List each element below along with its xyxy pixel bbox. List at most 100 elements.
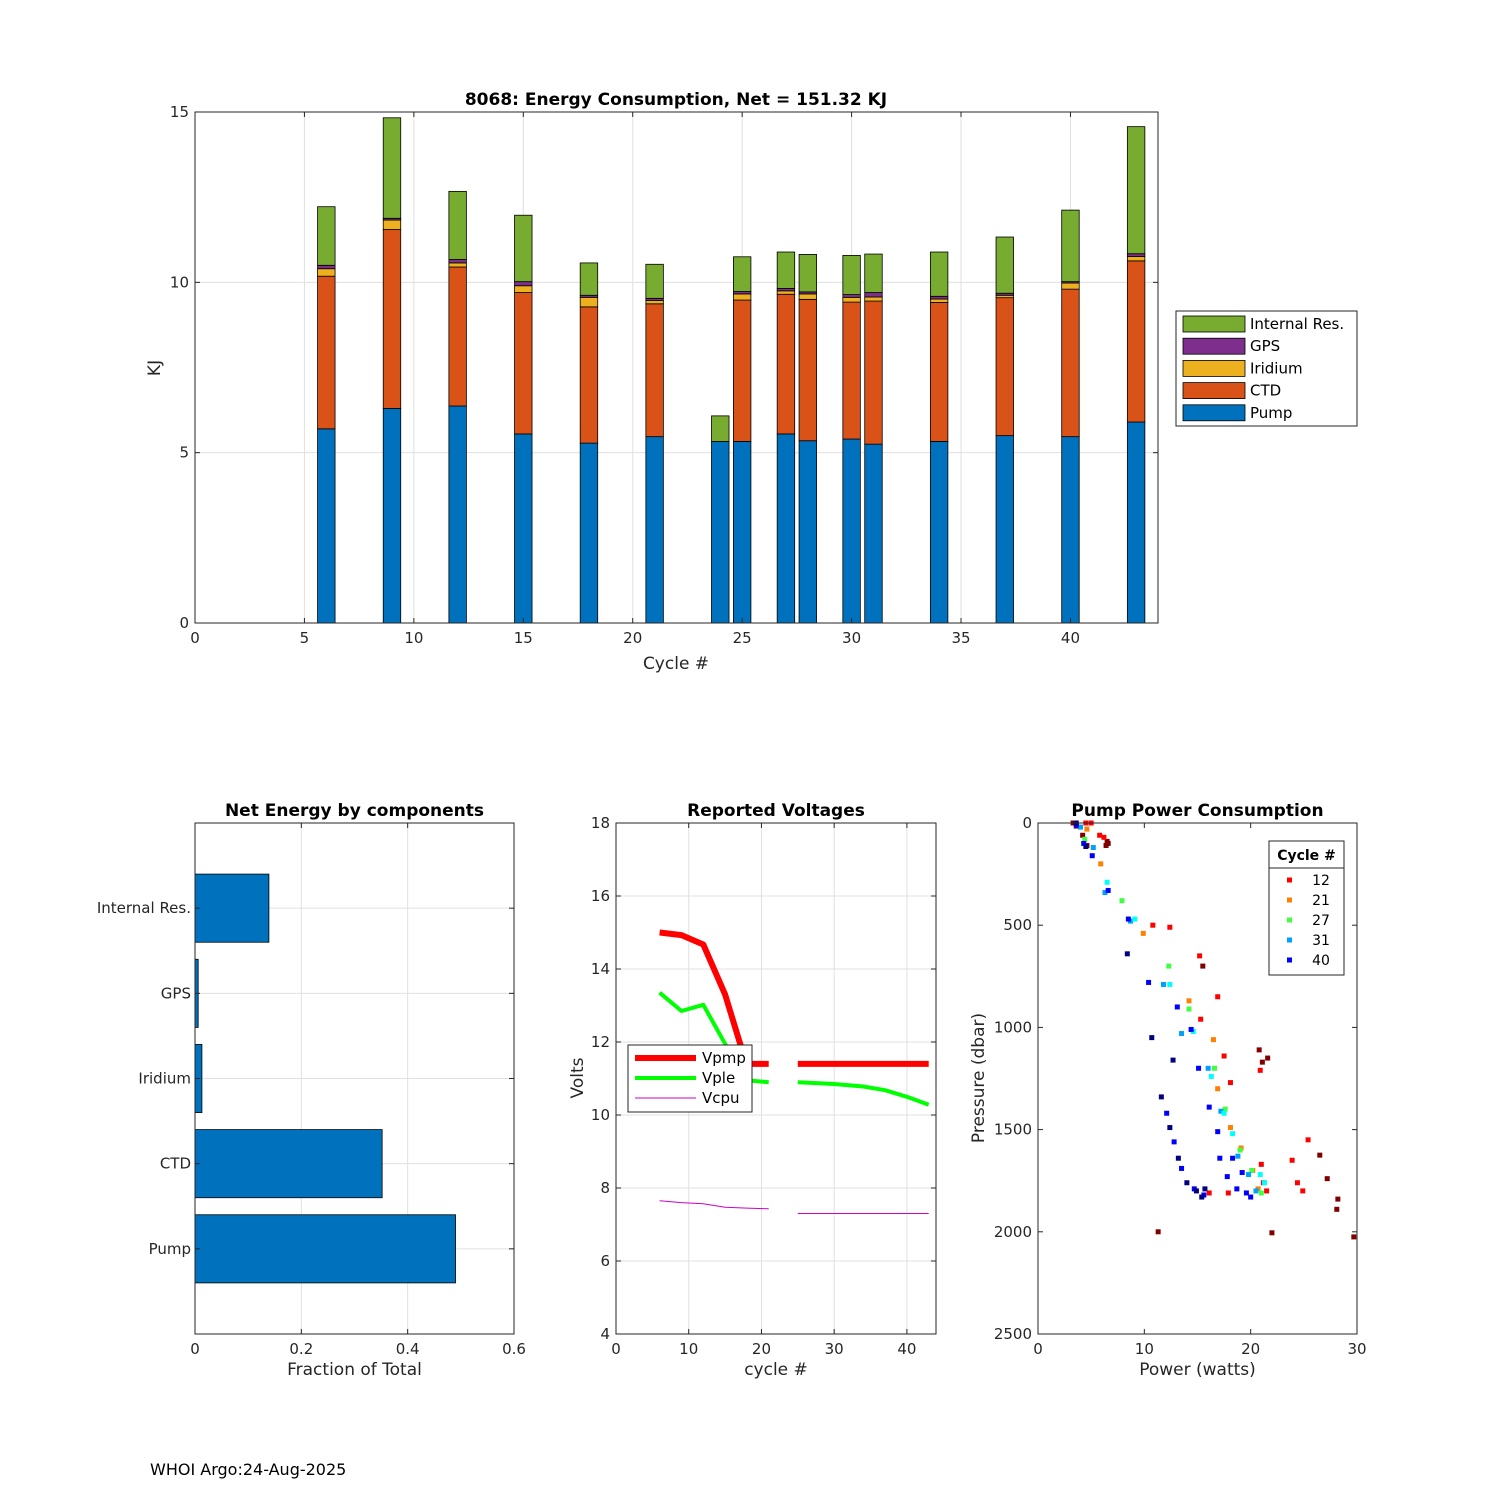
pump-point-cycle-27 [1082, 836, 1088, 842]
energy-bar-internal-res-cycle-18 [579, 262, 599, 296]
voltages-y-tick-label: 8 [600, 1179, 610, 1197]
pump-point-cycle-6 [1155, 1229, 1161, 1235]
energy-bar-iridium-cycle-18 [579, 296, 599, 308]
pump-point-cycle-40 [1215, 1129, 1221, 1135]
voltages-y-axis-label: Volts [568, 1057, 588, 1098]
energy-bar-gps-cycle-6 [317, 264, 336, 270]
pump-point-cycle-cyan [1257, 1172, 1263, 1178]
energy-bar-gps-cycle-12 [448, 259, 467, 264]
energy-bar-pump-cycle-25 [733, 441, 752, 624]
pump-point-cycle-21 [1084, 826, 1090, 832]
pump-point-cycle-navy [1167, 1125, 1173, 1131]
pump-point-cycle-12 [1215, 994, 1221, 1000]
pump-point-cycle-40 [1217, 1155, 1223, 1161]
components-ticks: 0 0.2 0.4 0.6 Pump CTD Iridium GPS Internal Res. [97, 823, 526, 1358]
energy-legend-swatch [1182, 382, 1246, 400]
pump-point-cycle-cyan [1167, 981, 1173, 987]
energy-bar-gps-cycle-34 [929, 295, 949, 300]
components-chart-title: Net Energy by components [225, 801, 484, 821]
pump-point-cycle-6 [1200, 963, 1206, 969]
pump-point-cycle-6 [1265, 1055, 1271, 1061]
pump-legend-box [1268, 840, 1345, 976]
pump-point-cycle-navy [1175, 1155, 1181, 1161]
pump-point-cycle-6 [1334, 1206, 1340, 1212]
energy-bar-internal-res-cycle-25 [733, 256, 752, 292]
energy-bar-internal-res-cycle-28 [798, 253, 817, 293]
energy-y-axis-label: KJ [145, 360, 165, 376]
voltages-y-tick-label: 14 [591, 960, 610, 978]
energy-legend-swatch [1182, 359, 1246, 377]
pump-point-cycle-12 [1300, 1188, 1306, 1194]
energy-bar-iridium-cycle-6 [317, 268, 336, 277]
energy-bar-ctd-cycle-25 [733, 299, 752, 442]
energy-bar-pump-cycle-6 [317, 428, 336, 624]
energy-y-tick-label: 0 [179, 614, 189, 632]
energy-legend-label: Pump [1250, 404, 1292, 422]
pump-axes-box [1037, 822, 1358, 1335]
pump-point-cycle-6 [1335, 1196, 1341, 1202]
pump-point-cycle-cyan [1230, 1131, 1236, 1137]
energy-x-tick-label: 20 [623, 629, 642, 647]
voltages-x-tick-label: 30 [825, 1340, 844, 1358]
energy-bar-pump-cycle-40 [1061, 436, 1080, 624]
pump-point-cycle-6 [1351, 1234, 1357, 1240]
pump-x-tick-label: 20 [1241, 1340, 1260, 1358]
energy-bar-ctd-cycle-43 [1126, 260, 1146, 423]
pump-point-cycle-40 [1089, 853, 1095, 859]
components-bar-ctd [194, 1129, 383, 1199]
pump-point-cycle-12 [1198, 1016, 1204, 1022]
energy-bar-internal-res-cycle-31 [864, 253, 883, 293]
components-category-label: Iridium [138, 1070, 191, 1088]
pump-point-cycle-40 [1171, 1139, 1177, 1145]
energy-x-tick-label: 30 [842, 629, 861, 647]
energy-bar-pump-cycle-21 [645, 436, 664, 624]
pump-point-cycle-40 [1239, 1170, 1245, 1176]
pump-point-cycle-12 [1206, 1190, 1212, 1196]
voltages-y-tick-label: 18 [591, 814, 610, 832]
energy-bar-pump-cycle-18 [579, 442, 599, 624]
energy-bar-ctd-cycle-12 [448, 266, 467, 407]
energy-x-tick-label: 0 [190, 629, 200, 647]
energy-bar-ctd-cycle-27 [776, 293, 796, 435]
energy-bar-internal-res-cycle-37 [995, 236, 1014, 294]
pump-point-cycle-navy [1083, 844, 1089, 850]
energy-legend-label: GPS [1250, 337, 1280, 355]
pump-point-cycle-12 [1150, 922, 1156, 928]
pump-legend-label: 31 [1312, 933, 1330, 949]
pump-y-tick-label: 2500 [994, 1325, 1032, 1343]
voltages-y-tick-label: 4 [600, 1325, 610, 1343]
energy-bar-iridium-cycle-31 [864, 296, 883, 302]
energy-bar-iridium-cycle-30 [842, 296, 861, 303]
pump-y-tick-label: 1500 [994, 1121, 1032, 1139]
energy-bar-internal-res-cycle-30 [842, 255, 861, 295]
energy-bar-ctd-cycle-28 [798, 298, 817, 442]
pump-point-cycle-12 [1289, 1157, 1295, 1163]
pump-legend: Cycle # 12 21 27 31 40 [1268, 840, 1345, 976]
energy-bar-ctd-cycle-34 [929, 302, 949, 442]
pump-point-cycle-40 [1164, 1110, 1170, 1116]
voltages-y-tick-label: 10 [591, 1106, 610, 1124]
energy-legend-swatch [1182, 315, 1246, 333]
energy-bar-gps-cycle-31 [864, 292, 883, 298]
voltages-ticks: 0 10 20 30 40 4 6 8 10 12 14 16 18 [591, 814, 936, 1358]
components-bar-pump [194, 1214, 456, 1284]
pump-x-tick-label: 10 [1135, 1340, 1154, 1358]
pump-point-cycle-31 [1205, 1065, 1211, 1071]
pump-legend-title: Cycle # [1277, 848, 1336, 864]
energy-bar-internal-res-cycle-34 [929, 251, 949, 297]
pump-y-tick-label: 0 [1022, 814, 1032, 832]
pump-point-cycle-6 [1080, 832, 1086, 838]
pump-point-cycle-40 [1125, 916, 1131, 922]
energy-bars [317, 117, 1146, 624]
pump-point-cycle-31 [1090, 845, 1096, 851]
pump-point-cycle-40 [1105, 887, 1111, 893]
voltage-line-vcpu [659, 1200, 769, 1210]
energy-bar-internal-res-cycle-40 [1061, 209, 1080, 283]
energy-bar-internal-res-cycle-24 [711, 415, 730, 442]
pump-point-cycle-27 [1166, 963, 1172, 969]
voltages-y-tick-label: 16 [591, 887, 610, 905]
pump-ticks: 0 10 20 30 0 500 1000 1500 2000 2500 [994, 814, 1367, 1358]
energy-bar-gps-cycle-43 [1126, 253, 1146, 257]
energy-bar-internal-res-cycle-21 [645, 263, 664, 299]
